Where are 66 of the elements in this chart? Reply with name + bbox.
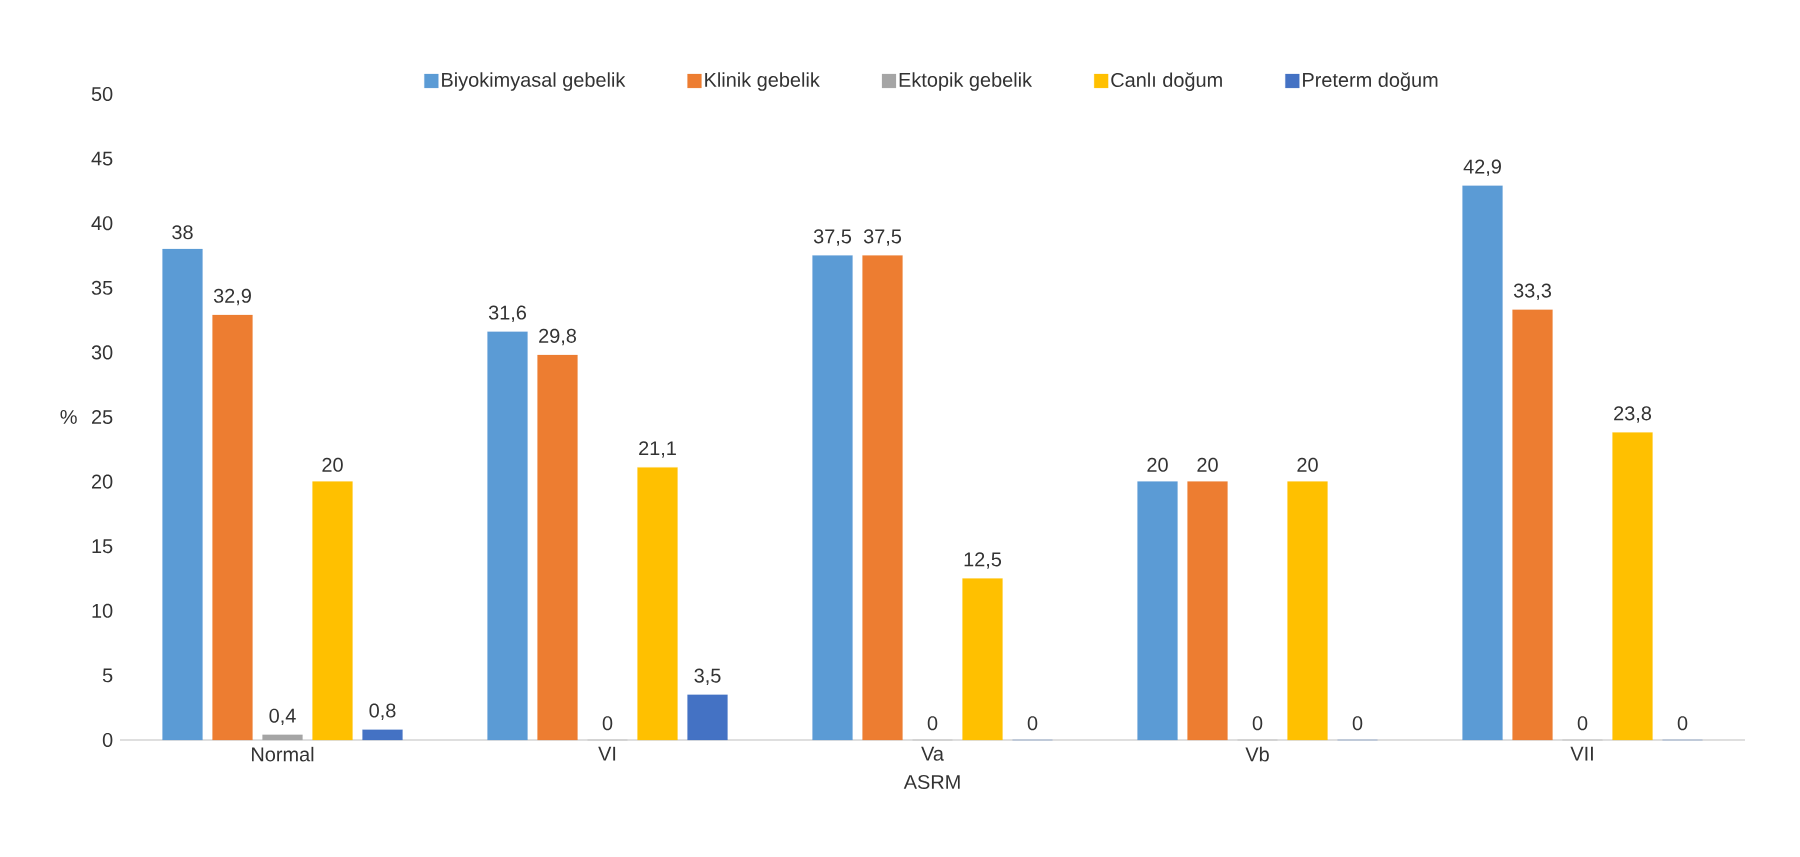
bar xyxy=(487,331,528,741)
y-tick-label: 10 xyxy=(92,603,113,618)
data-label: 37,5 xyxy=(863,229,902,246)
data-label: 0 xyxy=(602,716,613,731)
y-axis-title: % xyxy=(60,410,77,424)
y-tick-label: 15 xyxy=(92,539,113,554)
data-label: 0 xyxy=(1352,716,1363,731)
data-label: 29,8 xyxy=(539,328,577,346)
data-label: 0 xyxy=(1677,716,1688,731)
y-tick-label: 20 xyxy=(92,474,113,489)
data-label: 20 xyxy=(1147,457,1168,472)
bar xyxy=(1512,309,1553,741)
x-axis-title: ASRM xyxy=(903,774,960,790)
data-label: 33,3 xyxy=(1513,283,1552,301)
x-tick-label: Va xyxy=(921,746,944,761)
bar xyxy=(362,729,403,741)
data-label: 0 xyxy=(1252,716,1263,731)
legend-label: Canlı doğum xyxy=(1111,72,1222,91)
bar xyxy=(1187,481,1228,741)
bar xyxy=(1137,481,1178,741)
bar xyxy=(862,255,903,741)
bar xyxy=(1462,185,1503,741)
bar xyxy=(162,248,203,741)
data-label: 37,5 xyxy=(813,229,852,246)
y-tick-label: 50 xyxy=(91,86,113,102)
bar xyxy=(962,578,1003,741)
bar xyxy=(812,255,853,741)
data-label: 0 xyxy=(1027,716,1038,731)
bar xyxy=(312,481,353,741)
data-label: 3,5 xyxy=(694,668,721,686)
y-tick-label: 45 xyxy=(91,151,113,166)
x-tick-label: VI xyxy=(598,746,616,761)
x-tick-label: Normal xyxy=(252,746,314,762)
bar xyxy=(262,734,303,741)
data-label: 21,1 xyxy=(639,441,676,458)
bar xyxy=(212,314,253,741)
data-label: 0,4 xyxy=(269,708,296,726)
bar xyxy=(637,467,678,741)
data-label: 32,9 xyxy=(213,288,251,306)
y-tick-label: 25 xyxy=(92,409,113,425)
y-tick-label: 5 xyxy=(102,668,113,683)
data-label: 20 xyxy=(1297,457,1318,472)
legend-label: Ektopik gebelik xyxy=(899,72,1033,91)
bar xyxy=(1287,481,1328,741)
y-tick-label: 35 xyxy=(91,280,113,295)
bar xyxy=(687,694,728,741)
data-label: 20 xyxy=(322,457,343,472)
legend-label: Preterm doğum xyxy=(1303,72,1438,91)
data-label: 42,9 xyxy=(1463,159,1501,176)
y-tick-label: 0 xyxy=(102,732,113,748)
x-tick-label: Vb xyxy=(1245,746,1269,762)
data-label: 0 xyxy=(927,716,938,731)
x-tick-label: VII xyxy=(1570,746,1593,761)
bar xyxy=(1612,432,1653,741)
data-label: 0 xyxy=(1577,716,1588,731)
y-tick-label: 30 xyxy=(91,345,113,360)
y-tick-label: 40 xyxy=(91,216,113,231)
data-label: 0,8 xyxy=(369,703,396,720)
data-label: 38 xyxy=(172,225,193,240)
legend-label: Biyokimyasal gebelik xyxy=(442,72,626,91)
data-label: 20 xyxy=(1197,457,1218,472)
data-label: 23,8 xyxy=(1614,406,1652,423)
legend-label: Klinik gebelik xyxy=(705,72,820,91)
bar xyxy=(537,354,578,741)
data-label: 31,6 xyxy=(488,305,527,322)
data-label: 12,5 xyxy=(964,552,1002,569)
